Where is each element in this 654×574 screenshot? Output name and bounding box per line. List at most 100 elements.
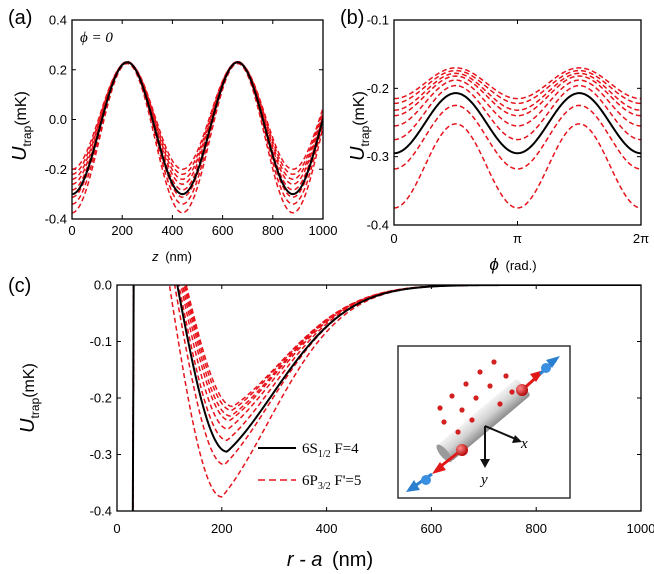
panel-b-series-1-excited [394, 123, 641, 209]
panel-a: (a) 0 200 400 600 800 1000 -0.4 -0.2 0.0 0.2 0.4 ϕ… [8, 7, 337, 264]
trapped-atom-0 [437, 405, 443, 411]
panel-b-y-axis-unit: (mK) [351, 91, 368, 126]
panel-c-frame [116, 284, 642, 512]
beam-blue-right-arrow [546, 356, 560, 368]
panel-a-x-axis-symbol: z [151, 249, 159, 264]
panel-b-x-axis-label: ϕ (rad.) [489, 255, 536, 274]
panel-c-x-tick-label: 1000 [627, 521, 654, 536]
legend-entry-0-sub: 1/2 [318, 449, 331, 460]
panel-a-y-axis-subscript: trap [20, 125, 34, 146]
laser-beam-red-left [432, 444, 468, 474]
nanofiber-end [436, 444, 452, 463]
panel-label-b: (b) [340, 7, 364, 29]
panel-b-y-tick-label: -0.4 [367, 218, 389, 233]
panel-b-series-5-excited [394, 75, 641, 117]
axis-y-arrowhead [480, 459, 490, 468]
trapped-atom-10 [459, 407, 465, 413]
panel-c-y-tick-label: 0.0 [94, 278, 112, 293]
panel-b-x-tick-label: π [513, 231, 522, 246]
panel-a-y-axis-symbol: U [9, 146, 31, 161]
panel-c-y-axis-subscript: trap [28, 397, 42, 418]
panel-c-series-0-ground [131, 285, 640, 511]
panel-b-frame [393, 19, 642, 226]
axis-x-arrowhead [512, 435, 522, 443]
trapped-atom-5 [455, 429, 461, 435]
panel-c-x-tick-label: 0 [113, 521, 120, 536]
panel-c-inset-schematic: x y [397, 345, 571, 499]
panel-b-series-0-ground [394, 92, 641, 155]
panel-b-y-tick-label: -0.1 [367, 13, 389, 28]
inset-axis-y-label: y [479, 472, 488, 488]
nanofiber [436, 379, 530, 463]
panel-a-x-tick-label: 0 [68, 223, 75, 238]
panel-a-x-tick-label: 400 [162, 223, 184, 238]
panel-b-y-tick-label: -0.3 [367, 149, 389, 164]
panel-a-y-tick-label: -0.4 [45, 212, 67, 227]
trapped-atom-12 [487, 383, 493, 389]
panel-b-x-axis-unit: (rad.) [506, 258, 537, 273]
panel-a-series-3-excited [72, 61, 323, 198]
panel-c-x-tick-label: 800 [525, 521, 547, 536]
trapped-atoms [437, 359, 515, 435]
panel-a-x-tick-label: 600 [212, 223, 234, 238]
laser-beam-blue-left [406, 472, 433, 492]
panel-a-x-tick-label: 200 [111, 223, 133, 238]
panel-a-series-8-excited [72, 61, 323, 171]
panel-b-y-axis-subscript: trap [358, 125, 372, 146]
panel-c-legend: 6S1/2 F=4 6P3/2 F'=5 [258, 441, 361, 492]
panel-c-y-tick-label: -0.2 [90, 391, 112, 406]
legend-entry-1-sub: 3/2 [318, 481, 331, 492]
atom-large-right [516, 384, 528, 396]
panel-label-c: (c) [8, 275, 31, 297]
panel-b-series-2-excited [394, 104, 641, 170]
panel-a-y-tick-label: 0.4 [49, 13, 67, 28]
nanofiber-body [438, 379, 530, 461]
legend-entry-excited-state: 6P3/2 F'=5 [302, 473, 361, 492]
legend-entry-ground-state: 6S1/2 F=4 [302, 441, 359, 460]
panel-b-x-tick-label: 0 [390, 231, 397, 246]
panel-b-y-axis-label: Utrap(mK) [347, 91, 372, 161]
legend-entry-0-rest: F=4 [331, 441, 360, 457]
trapped-atom-7 [441, 419, 447, 425]
panel-c-y-axis-unit: (mK) [21, 363, 38, 398]
panel-a-plot-area: 0 200 400 600 800 1000 -0.4 -0.2 0.0 0.2 0.4 [45, 13, 338, 239]
trapped-atom-6 [469, 417, 475, 423]
panel-a-frame [71, 19, 324, 220]
panel-b-series-6-excited [394, 72, 641, 111]
panel-c-series-1-excited [132, 285, 640, 511]
trapped-atom-3 [477, 369, 483, 375]
trapped-atom-9 [509, 389, 515, 395]
panel-b-x-axis-symbol: ϕ [489, 255, 498, 274]
panel-b-y-axis-symbol: U [347, 146, 369, 161]
trapped-atom-4 [491, 359, 497, 365]
inset-axis-x-label: x [520, 436, 528, 452]
panel-c-x-tick-label: 200 [211, 521, 233, 536]
trapped-atom-11 [473, 395, 479, 401]
panel-b: (b) 0 π 2π-0.4-0.3-0.2-0.1 ϕ (rad.) Utrap(… [340, 7, 649, 274]
panel-a-x-tick-label: 1000 [309, 223, 338, 238]
panel-c-plot-area: 0 200 400 600 800 1000 -0.4 -0.3 -0.2 -0.1 0.0 [90, 278, 654, 537]
blue-marker-right [541, 363, 551, 373]
trapped-atom-8 [497, 401, 503, 407]
panel-a-series-1-excited [72, 62, 323, 214]
panel-a-y-tick-label: -0.2 [45, 162, 67, 177]
beam-blue-left-arrow [406, 480, 420, 492]
panel-b-series-3-excited [394, 84, 641, 141]
panel-c-x-axis-symbol: r - a [287, 549, 323, 571]
panel-c-y-tick-label: -0.3 [90, 447, 112, 462]
panel-b-y-tick-label: -0.2 [367, 81, 389, 96]
coordinate-axes: x y [479, 425, 528, 488]
panel-b-plot-area: 0 π 2π -0.4 -0.3 -0.2 -0.1 [367, 13, 650, 247]
panel-c-y-axis-label: Utrap(mK) [17, 363, 42, 433]
trapped-atom-1 [449, 393, 455, 399]
panel-c-y-tick-label: -0.1 [90, 334, 112, 349]
panel-c-x-tick-label: 600 [421, 521, 443, 536]
beam-red-left-arrow [432, 462, 446, 474]
panel-c-y-axis-symbol: U [17, 418, 39, 433]
blue-marker-left [421, 475, 431, 485]
panel-a-series-6-excited [72, 61, 323, 180]
panel-a-series-7-excited [72, 61, 323, 175]
panel-b-x-tick-label: 2π [633, 231, 649, 246]
trapped-atom-2 [463, 381, 469, 387]
panel-a-x-tick-label: 800 [262, 223, 284, 238]
